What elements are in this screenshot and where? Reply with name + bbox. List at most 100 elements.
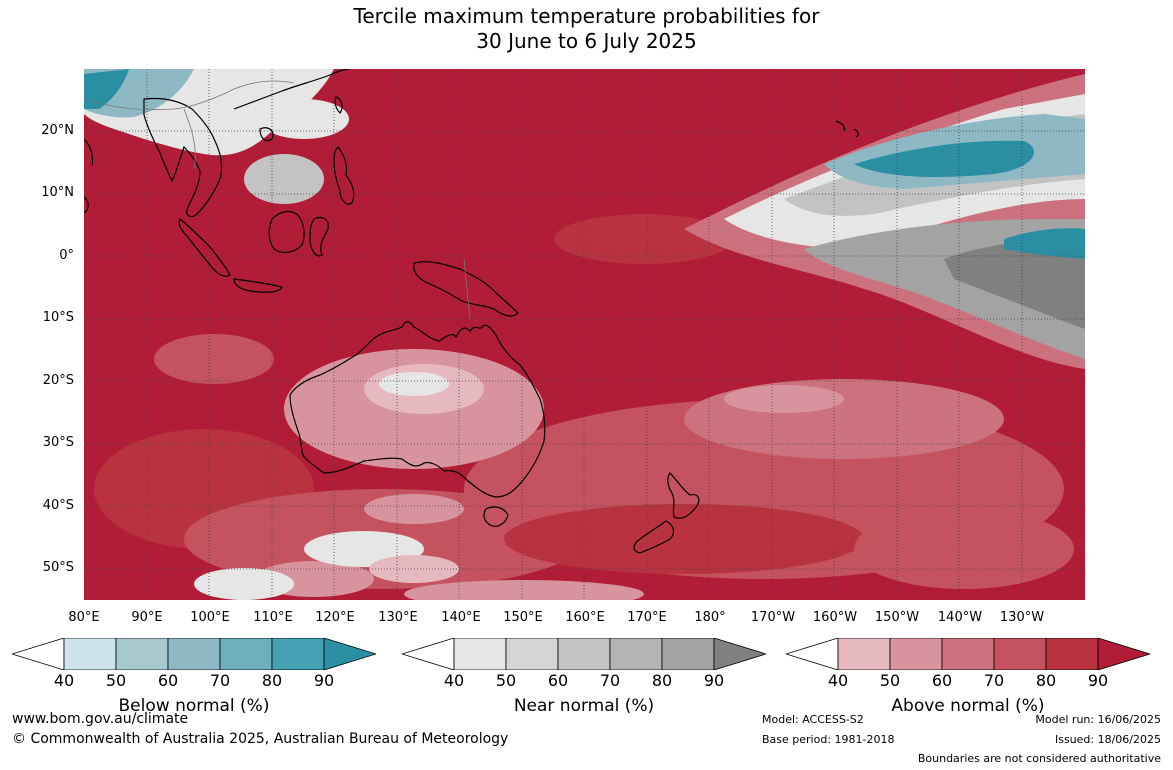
southeast-asia-coastline (143, 97, 223, 218)
colorbar-near-normal (402, 638, 766, 670)
lon-label-110e: 110°E (253, 610, 293, 625)
australia-coastline (289, 321, 546, 498)
colorbar-below-normal (12, 638, 376, 670)
issued-text: Issued: 18/06/2025 (1054, 733, 1161, 746)
sulawesi-coastline (309, 216, 329, 257)
lon-label-100e: 100°E (190, 610, 230, 625)
lon-label-160w: 160°W (812, 610, 858, 625)
india-coastline (84, 138, 94, 166)
lon-label-160e: 160°E (565, 610, 605, 625)
colorbar-near-tick: 80 (651, 671, 673, 690)
colorbar-below-bin (219, 638, 273, 670)
sri-lanka-coastline (84, 196, 89, 214)
colorbar-below-bin (115, 638, 169, 670)
copyright-text: © Commonwealth of Australia 2025, Austra… (12, 731, 509, 747)
philippines-coastline (333, 146, 355, 205)
lon-label-140w: 140°W (937, 610, 983, 625)
near-below-normal-band (684, 74, 1085, 369)
colorbar-near-tick: 50 (495, 671, 517, 690)
colorbar-near-upper-arrow (713, 638, 766, 670)
lat-label-20n: 20°N (41, 123, 74, 138)
colorbar-below-tick: 40 (53, 671, 75, 690)
lat-label-10s: 10°S (42, 310, 74, 325)
colorbar-above-bin (889, 638, 943, 670)
colorbar-above-bin (1045, 638, 1099, 670)
boundaries-disclaimer: Boundaries are not considered authoritat… (917, 752, 1161, 765)
new-guinea-coastline (413, 261, 519, 317)
lon-label-150e: 150°E (503, 610, 543, 625)
colorbar-above-tick: 70 (983, 671, 1005, 690)
new-zealand-south-coastline (633, 520, 675, 554)
lon-label-150w: 150°W (874, 610, 920, 625)
lon-label-170e: 170°E (627, 610, 667, 625)
colorbar-below-bin (271, 638, 325, 670)
new-zealand-north-coastline (667, 472, 700, 519)
colorbar-near-bin (557, 638, 611, 670)
colorbar-near-tick: 60 (547, 671, 569, 690)
lat-label-10n: 10°N (41, 185, 74, 200)
borneo-coastline (268, 210, 305, 254)
colorbar-below-lower-arrow (12, 638, 65, 670)
colorbar-above-bin (941, 638, 995, 670)
colorbar-below-tick: 90 (313, 671, 335, 690)
colorbar-near-title: Near normal (%) (513, 696, 655, 716)
website-link[interactable]: www.bom.gov.au/climate (12, 711, 189, 727)
colorbar-above-tick: 40 (827, 671, 849, 690)
tasmania-coastline (483, 506, 509, 527)
colorbar-near-bin (609, 638, 663, 670)
taiwan-coastline (334, 96, 343, 114)
colorbar-above-tick: 80 (1035, 671, 1057, 690)
colorbar-near-tick: 70 (599, 671, 621, 690)
lon-label-90e: 90°E (131, 610, 163, 625)
asia-near-below-normal (84, 69, 349, 204)
colorbar-below-title: Below normal (%) (118, 696, 270, 716)
china-coastline (233, 69, 351, 110)
colorbar-above-normal (786, 638, 1150, 670)
lon-label-130w: 130°W (999, 610, 1045, 625)
colorbar-below-upper-arrow (323, 638, 376, 670)
colorbar-near-lower-arrow (402, 638, 455, 670)
model-run-text: Model run: 16/06/2025 (1035, 713, 1161, 726)
coastlines (84, 69, 859, 554)
colorbar-above-tick: 60 (931, 671, 953, 690)
lon-label-120e: 120°E (315, 610, 355, 625)
colorbar-above-upper-arrow (1097, 638, 1150, 670)
colorbar-above-bin (837, 638, 891, 670)
grid-lines (84, 69, 1085, 600)
probability-map (84, 69, 1085, 600)
colorbar-below-bin (167, 638, 221, 670)
map-title: Tercile maximum temperature probabilitie… (0, 4, 1173, 54)
base-period-text: Base period: 1981-2018 (762, 733, 895, 746)
hawaii-coastline (835, 120, 859, 138)
colorbar-above-bin (993, 638, 1047, 670)
lat-label-50s: 50°S (42, 560, 74, 575)
colorbar-near-tick: 40 (443, 671, 465, 690)
colorbar-above-title: Above normal (%) (891, 696, 1045, 716)
lat-label-20s: 20°S (42, 373, 74, 388)
lat-label-30s: 30°S (42, 435, 74, 450)
colorbar-above-lower-arrow (786, 638, 839, 670)
colorbar-above-tick: 50 (879, 671, 901, 690)
lon-label-80e: 80°E (68, 610, 100, 625)
lon-label-130e: 130°E (378, 610, 418, 625)
lat-label-0: 0° (59, 248, 74, 263)
colorbar-near-bin (661, 638, 715, 670)
country-borders (84, 80, 471, 320)
colorbar-below-bin (63, 638, 117, 670)
sumatra-coastline (178, 218, 231, 277)
colorbar-above-tick: 90 (1087, 671, 1109, 690)
colorbar-below-tick: 50 (105, 671, 127, 690)
colorbar-below-tick: 70 (209, 671, 231, 690)
java-coastline (233, 278, 283, 293)
colorbar-near-bin (453, 638, 507, 670)
map-title-line-1: Tercile maximum temperature probabilitie… (353, 4, 820, 28)
colorbar-below-tick: 60 (157, 671, 179, 690)
lon-label-170w: 170°W (750, 610, 796, 625)
map-title-line-2: 30 June to 6 July 2025 (476, 29, 697, 53)
lon-label-180: 180° (694, 610, 726, 625)
lon-label-140e: 140°E (441, 610, 481, 625)
hainan-coastline (259, 127, 274, 142)
lat-label-40s: 40°S (42, 498, 74, 513)
colorbar-below-tick: 80 (261, 671, 283, 690)
model-text: Model: ACCESS-S2 (762, 713, 864, 726)
